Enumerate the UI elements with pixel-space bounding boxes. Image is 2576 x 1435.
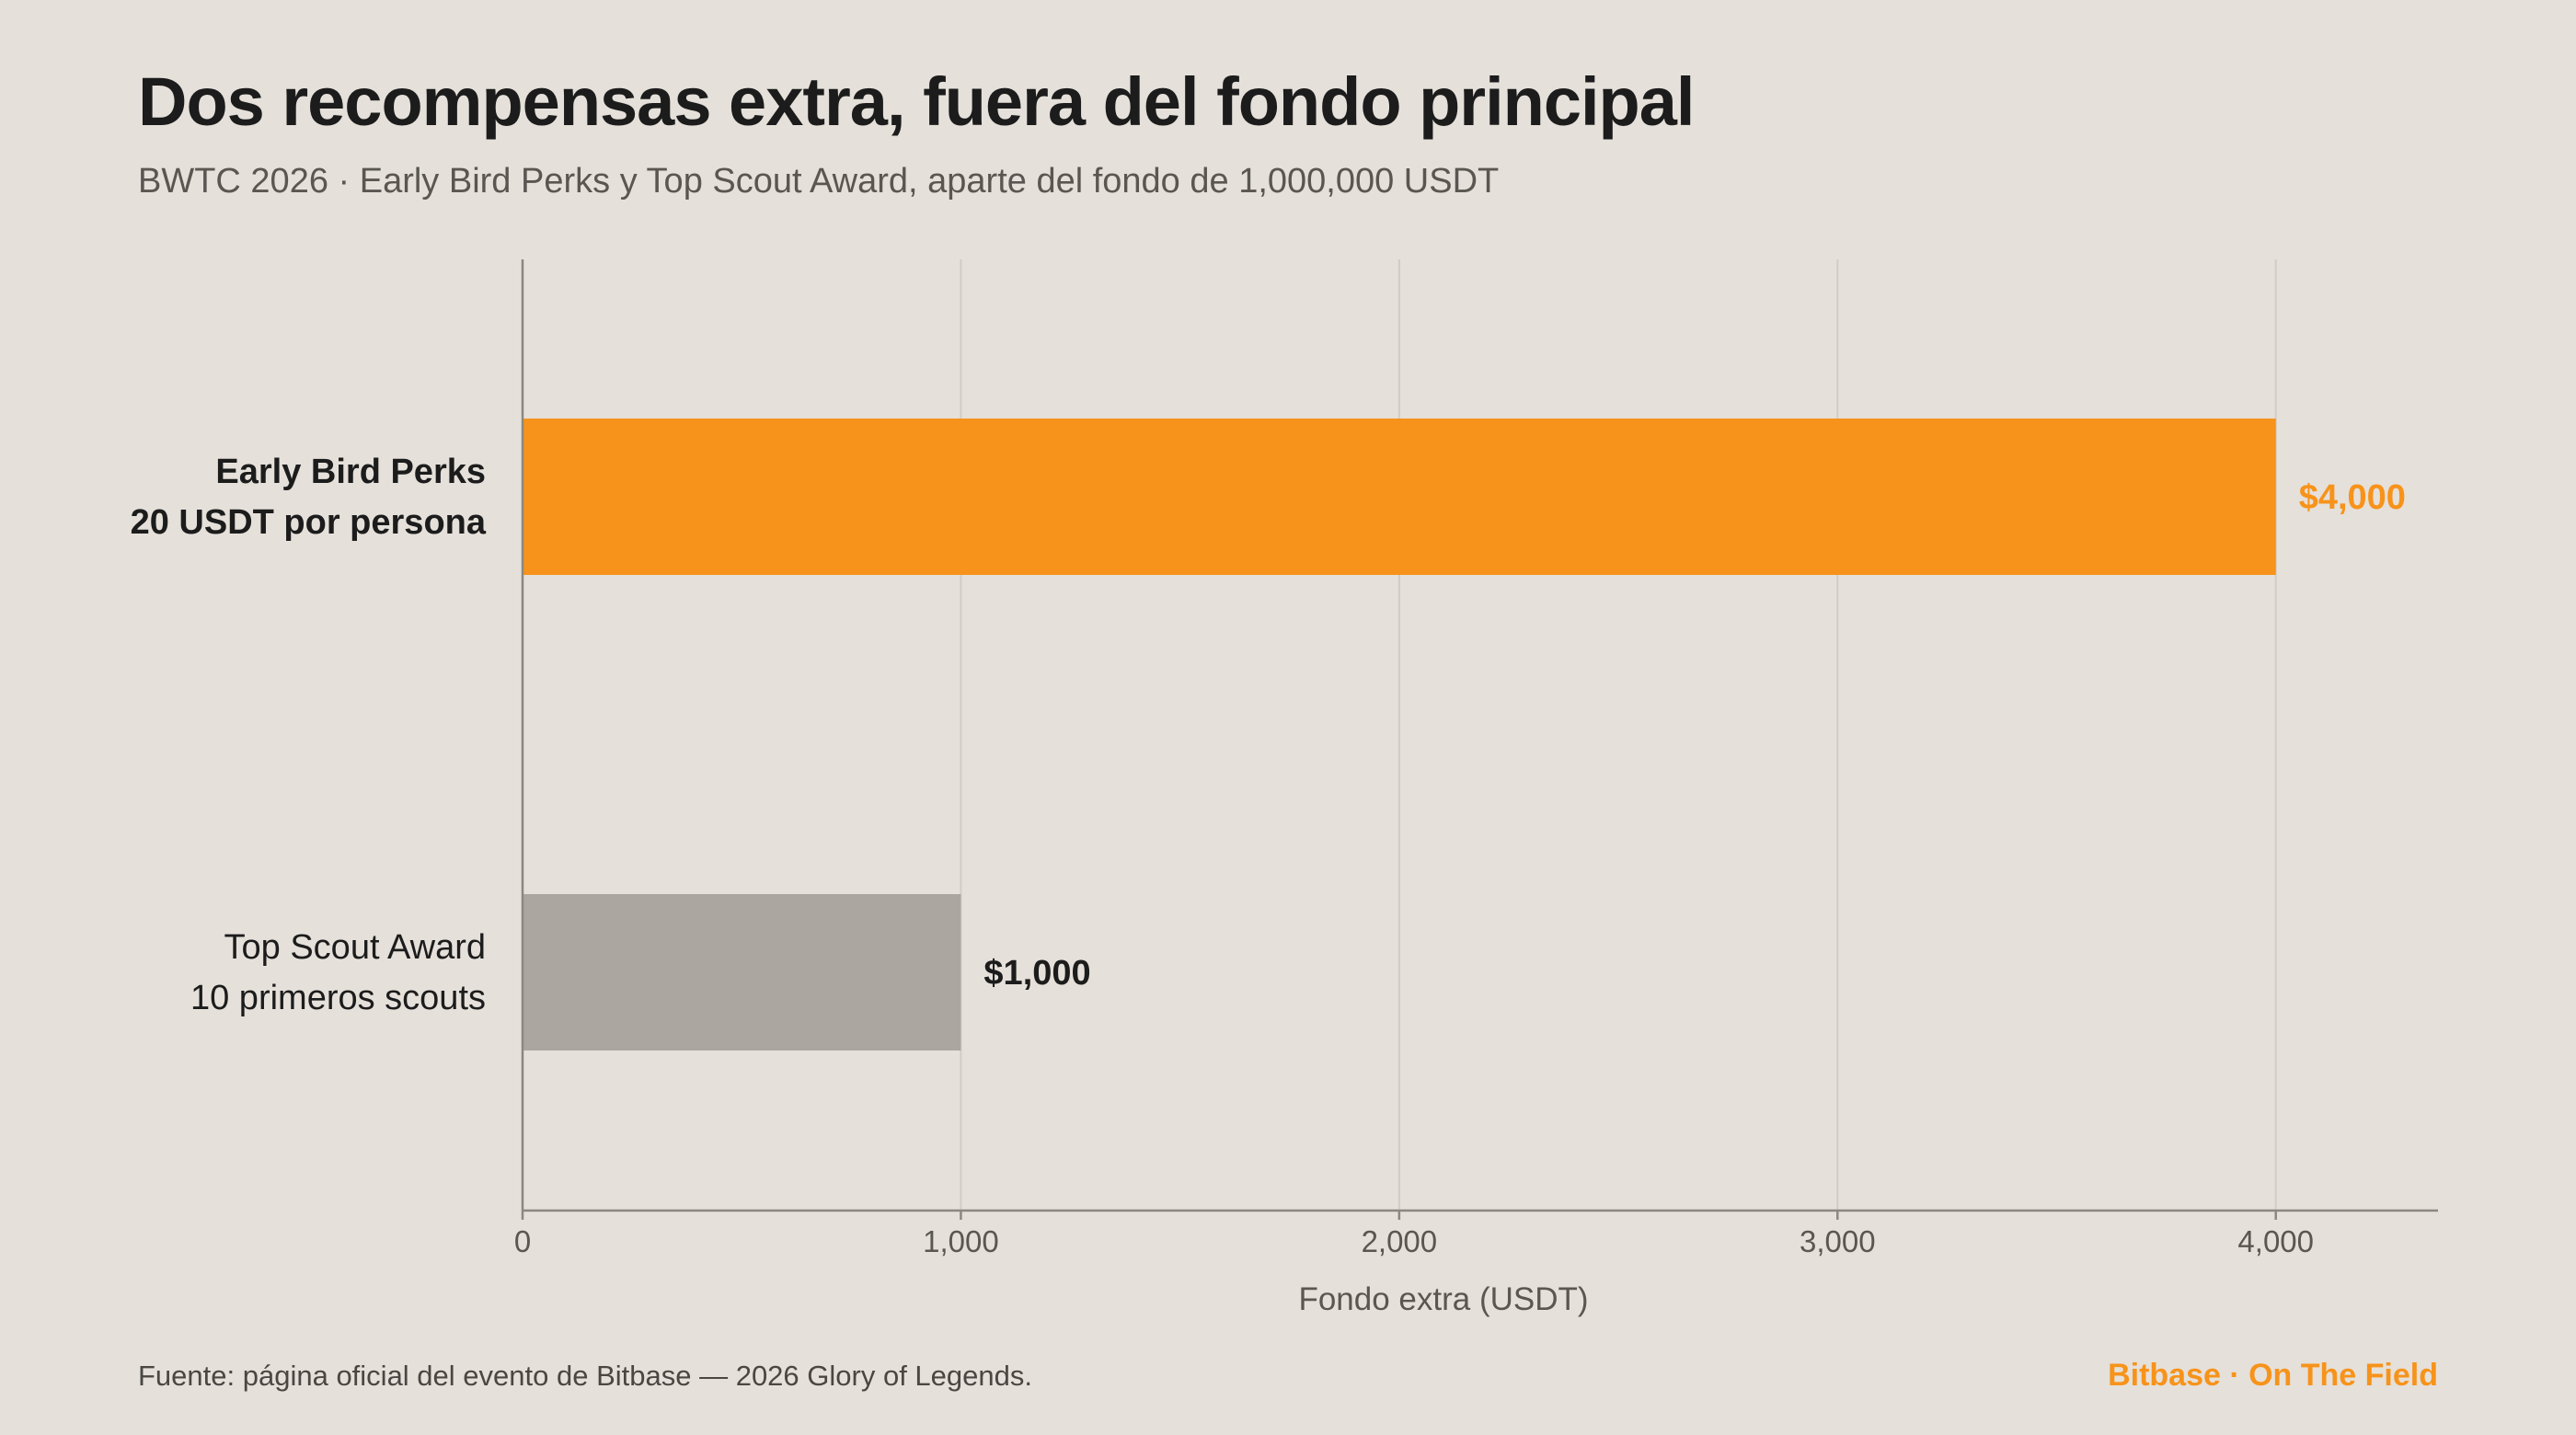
axes: [521, 259, 2438, 1220]
source-note: Fuente: página oficial del evento de Bit…: [138, 1360, 1032, 1392]
brand-credit: Bitbase · On The Field: [2108, 1358, 2438, 1393]
category-label: Top Scout Award: [224, 928, 486, 967]
grid-lines: [960, 259, 2277, 1211]
chart-title: Dos recompensas extra, fuera del fondo p…: [138, 63, 1695, 140]
x-tick-label: 0: [514, 1224, 531, 1258]
x-tick-label: 3,000: [1800, 1224, 1876, 1258]
value-label: $4,000: [2299, 478, 2406, 517]
bar-early-bird-perks: [523, 419, 2276, 575]
x-axis-label: Fondo extra (USDT): [1298, 1281, 1588, 1317]
x-tick-label: 1,000: [923, 1224, 999, 1258]
bars: [523, 419, 2276, 1050]
value-label: $1,000: [983, 954, 1090, 993]
x-tick-label: 4,000: [2237, 1224, 2314, 1258]
category-label: Early Bird Perks: [215, 453, 486, 491]
chart-subtitle: BWTC 2026 · Early Bird Perks y Top Scout…: [138, 162, 1500, 201]
labels: $4,000 Early Bird Perks 20 USDT por person…: [131, 453, 2406, 1317]
bar-top-scout-award: [523, 894, 961, 1050]
category-label: 20 USDT por persona: [131, 503, 487, 542]
x-tick-label: 2,000: [1362, 1224, 1438, 1258]
category-label: 10 primeros scouts: [190, 979, 486, 1017]
